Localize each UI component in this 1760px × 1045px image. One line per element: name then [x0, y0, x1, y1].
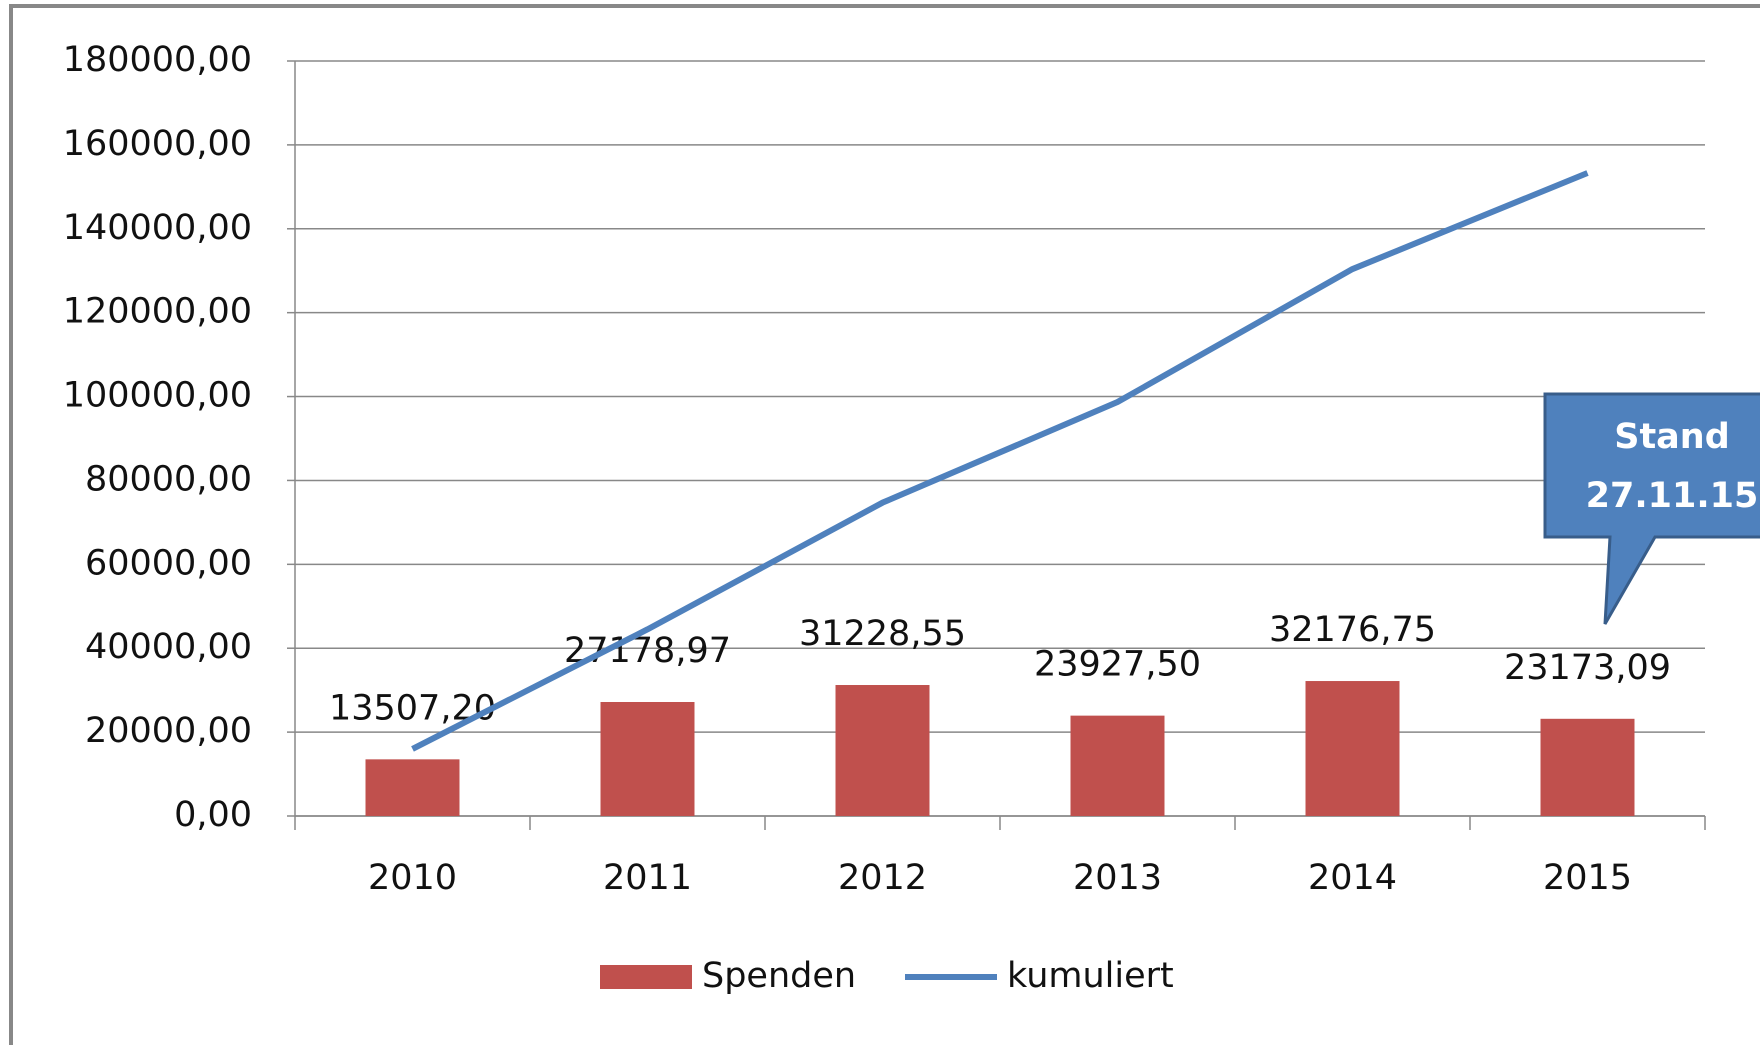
x-tick-label: 2013: [1073, 858, 1162, 898]
annotation: 27.11.15: [1586, 476, 1759, 516]
line: [411, 170, 1589, 752]
data-label: 27178,97: [564, 631, 731, 671]
bar: [835, 685, 930, 816]
data-label: 31228,55: [799, 614, 966, 654]
frame: [9, 4, 1760, 1045]
bar: [1305, 681, 1400, 816]
annotation: Stand: [1614, 417, 1730, 457]
data-label: 23173,09: [1504, 648, 1671, 688]
x-tick-label: 2010: [368, 858, 457, 898]
bar: [1540, 718, 1635, 816]
y-tick-label: 0,00: [174, 795, 252, 835]
data-label: 32176,75: [1269, 610, 1436, 650]
legend-label: Spenden: [702, 956, 856, 996]
y-tick-label: 120000,00: [63, 292, 252, 332]
data-label: 23927,50: [1034, 645, 1201, 685]
callout-shape: [1543, 392, 1760, 625]
legend-swatch: [600, 965, 692, 989]
legend-label: kumuliert: [1007, 956, 1174, 996]
y-tick-label: 100000,00: [63, 376, 252, 416]
y-tick-label: 60000,00: [85, 543, 252, 583]
y-tick-label: 20000,00: [85, 711, 252, 751]
callout: Stand 27.11.15: [1543, 392, 1760, 625]
bar: [600, 701, 695, 816]
y-tick-label: 160000,00: [63, 124, 252, 164]
x-tick-label: 2015: [1543, 858, 1632, 898]
x-tick-label: 2014: [1308, 858, 1397, 898]
y-tick-label: 140000,00: [63, 208, 252, 248]
x-tick-label: 2011: [603, 858, 692, 898]
bar: [1070, 715, 1165, 816]
x-tick-label: 2012: [838, 858, 927, 898]
y-tick-label: 80000,00: [85, 459, 252, 499]
bar: [365, 759, 460, 816]
y-tick-label: 40000,00: [85, 627, 252, 667]
y-tick-label: 180000,00: [63, 40, 252, 80]
